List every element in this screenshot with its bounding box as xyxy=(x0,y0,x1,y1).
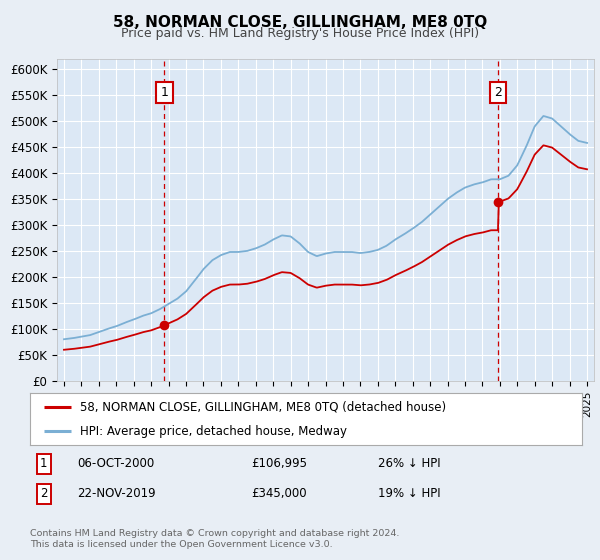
Text: £345,000: £345,000 xyxy=(251,487,307,501)
Text: 19% ↓ HPI: 19% ↓ HPI xyxy=(378,487,440,501)
Text: 1: 1 xyxy=(40,458,47,470)
Text: 22-NOV-2019: 22-NOV-2019 xyxy=(77,487,155,501)
Text: 1: 1 xyxy=(160,86,169,99)
Text: 58, NORMAN CLOSE, GILLINGHAM, ME8 0TQ (detached house): 58, NORMAN CLOSE, GILLINGHAM, ME8 0TQ (d… xyxy=(80,401,446,414)
Text: 06-OCT-2000: 06-OCT-2000 xyxy=(77,458,154,470)
Text: 2: 2 xyxy=(494,86,502,99)
Text: 2: 2 xyxy=(40,487,47,501)
Text: 26% ↓ HPI: 26% ↓ HPI xyxy=(378,458,440,470)
Text: Contains HM Land Registry data © Crown copyright and database right 2024.
This d: Contains HM Land Registry data © Crown c… xyxy=(30,529,400,549)
Text: £106,995: £106,995 xyxy=(251,458,307,470)
Text: Price paid vs. HM Land Registry's House Price Index (HPI): Price paid vs. HM Land Registry's House … xyxy=(121,27,479,40)
Text: HPI: Average price, detached house, Medway: HPI: Average price, detached house, Medw… xyxy=(80,424,347,437)
Text: 58, NORMAN CLOSE, GILLINGHAM, ME8 0TQ: 58, NORMAN CLOSE, GILLINGHAM, ME8 0TQ xyxy=(113,15,487,30)
